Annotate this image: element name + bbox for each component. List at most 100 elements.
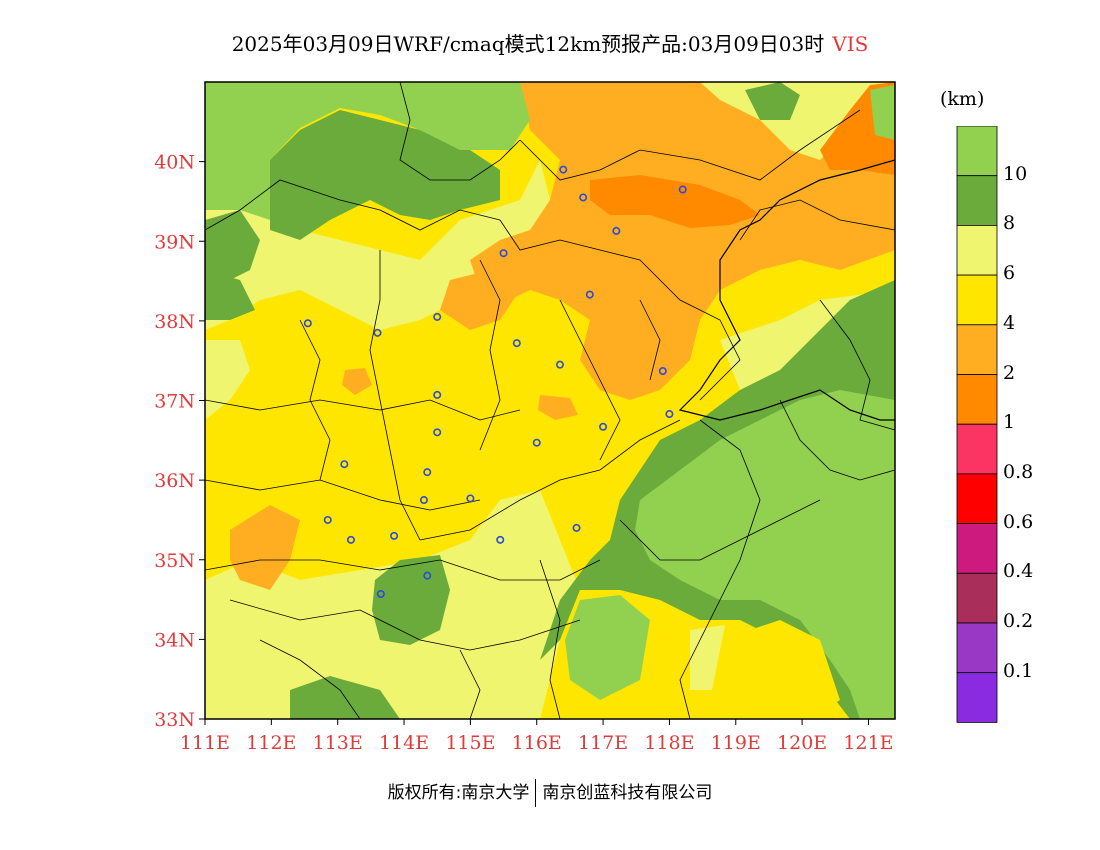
- city-marker: [612, 226, 621, 235]
- vis-6-8-west2: [205, 340, 250, 420]
- city-marker: [572, 523, 581, 532]
- colorbar-unit: (km): [940, 88, 985, 110]
- city-marker: [433, 312, 442, 321]
- visibility-field: [205, 82, 895, 719]
- vis-2-4-blob: [342, 368, 372, 395]
- lon-label: 116E: [512, 732, 562, 754]
- vis-8-10-sw: [205, 270, 255, 320]
- vis-10plus-ne: [870, 85, 895, 140]
- lat-label: 39N: [154, 231, 195, 253]
- colorbar-segment: [956, 423, 998, 475]
- colorbar-segment: [956, 126, 998, 177]
- lon-label: 112E: [246, 732, 296, 754]
- vis-1-2-north: [590, 175, 760, 228]
- city-marker: [665, 410, 674, 419]
- footer: 版权所有:南京大学 南京创蓝科技有限公司: [0, 778, 1100, 807]
- vis-2-4-sw: [230, 505, 300, 590]
- city-marker: [559, 165, 568, 174]
- lat-label: 33N: [154, 709, 195, 731]
- city-marker: [585, 290, 594, 299]
- vis-8-10-w: [205, 210, 260, 280]
- lat-label: 40N: [154, 152, 195, 174]
- colorbar-segment: [956, 374, 998, 425]
- vis-10plus-nw: [205, 82, 530, 220]
- colorbar-segment: [956, 572, 998, 624]
- city-marker: [423, 468, 432, 477]
- colorbar-level-label: 0.4: [1003, 560, 1034, 583]
- company-text: 南京创蓝科技有限公司: [542, 783, 713, 803]
- lon-label: 113E: [313, 732, 363, 754]
- title-text: 2025年03月09日WRF/cmaq模式12km预报产品:03月09日03时: [231, 32, 825, 56]
- lat-label: 34N: [154, 629, 195, 651]
- city-marker: [599, 422, 608, 431]
- colorbar-level-label: 0.6: [1003, 510, 1034, 533]
- lat-label: 36N: [154, 470, 195, 492]
- city-marker: [466, 494, 475, 503]
- vis-2-4-north: [470, 82, 895, 400]
- city-marker: [376, 589, 385, 598]
- city-marker: [303, 319, 312, 328]
- vis-8-10-nw: [270, 110, 500, 240]
- vis-4-6-se: [710, 620, 840, 719]
- city-marker: [419, 496, 428, 505]
- lon-label: 119E: [711, 732, 761, 754]
- city-marker: [390, 531, 399, 540]
- chart-title: 2025年03月09日WRF/cmaq模式12km预报产品:03月09日03时 V…: [0, 28, 1100, 57]
- city-marker: [579, 193, 588, 202]
- copyright-text: 版权所有:南京大学: [387, 783, 530, 803]
- colorbar-level-label: 10: [1003, 162, 1028, 185]
- colorbar-level-label: 0.1: [1003, 659, 1034, 682]
- colorbar-segment: [956, 622, 998, 674]
- colorbar-level-label: 2: [1003, 361, 1016, 384]
- city-marker: [555, 360, 564, 369]
- city-marker: [499, 249, 508, 258]
- city-marker: [323, 515, 332, 524]
- city-marker: [678, 185, 687, 194]
- city-marker: [423, 571, 432, 580]
- colorbar-segment: [956, 523, 998, 574]
- city-marker: [433, 390, 442, 399]
- lon-label: 115E: [445, 732, 495, 754]
- city-marker: [496, 535, 505, 544]
- lat-label: 35N: [154, 550, 195, 572]
- colorbar-level-label: 8: [1003, 212, 1016, 235]
- vis-6-8-se: [690, 625, 725, 690]
- colorbar-level-label: 1: [1003, 411, 1016, 434]
- city-markers: [303, 165, 687, 598]
- variable-name: VIS: [832, 32, 869, 56]
- lon-label: 118E: [644, 732, 694, 754]
- city-marker: [346, 535, 355, 544]
- lon-label: 117E: [578, 732, 628, 754]
- city-marker: [340, 460, 349, 469]
- lat-label: 38N: [154, 311, 195, 333]
- lon-label: 111E: [180, 732, 230, 754]
- colorbar-level-label: 6: [1003, 262, 1016, 285]
- vis-10plus-se: [635, 390, 895, 719]
- vis-8-10-ne: [745, 82, 800, 120]
- vis-10plus-sw-pocket: [565, 595, 650, 700]
- lon-label: 120E: [777, 732, 827, 754]
- colorbar-segment: [956, 274, 998, 326]
- colorbar: [956, 126, 998, 723]
- colorbar-segment: [956, 175, 998, 226]
- vis-2-4-central: [440, 270, 520, 330]
- colorbar-level-label: 4: [1003, 311, 1016, 334]
- colorbar-level-label: 0.8: [1003, 460, 1034, 483]
- city-marker: [433, 428, 442, 437]
- vis-2-4-blob2: [538, 395, 578, 420]
- coastline: [678, 159, 895, 421]
- colorbar-segment: [956, 324, 998, 375]
- footer-separator: [535, 779, 537, 807]
- city-marker: [658, 367, 667, 376]
- lon-label: 121E: [843, 732, 893, 754]
- colorbar-level-label: 0.2: [1003, 610, 1034, 632]
- city-marker: [373, 328, 382, 337]
- colorbar-segment: [956, 473, 998, 524]
- colorbar-segment: [956, 225, 998, 276]
- lon-label: 114E: [379, 732, 429, 754]
- city-marker: [532, 438, 541, 447]
- lat-label: 37N: [154, 391, 195, 413]
- colorbar-segment: [956, 672, 998, 723]
